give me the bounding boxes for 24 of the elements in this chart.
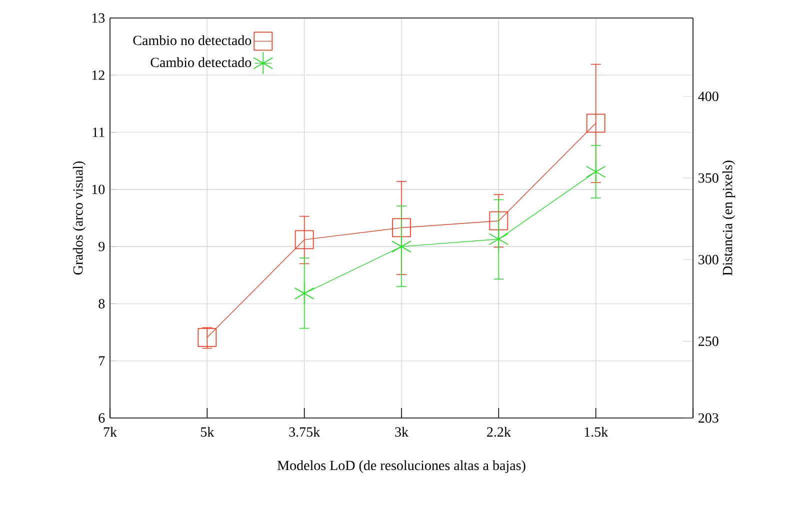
y-tick-label: 12: [92, 70, 104, 80]
y2-tick-label: 350: [698, 173, 718, 183]
y-tick-label: 9: [98, 242, 105, 252]
x-tick-label: 3k: [395, 426, 409, 437]
legend-label: Cambio no detectado: [133, 35, 252, 46]
y-tick-label: 6: [98, 413, 105, 423]
x-tick-label: 7k: [104, 426, 117, 437]
y2-tick-label: 300: [698, 254, 718, 264]
legend-label: Cambio detectado: [150, 57, 252, 68]
y-tick-label: 8: [98, 298, 105, 308]
y2-tick-label: 250: [698, 336, 718, 346]
y-axis-title: Grados (arco visual): [72, 161, 86, 275]
y-tick-label: 11: [92, 128, 104, 137]
x-tick-label: 3.75k: [289, 426, 320, 437]
x-tick-label: 1.5k: [584, 426, 608, 437]
x-tick-label: 5k: [200, 426, 214, 437]
y-tick-label: 10: [92, 184, 105, 194]
y-tick-label: 7: [99, 356, 105, 366]
x-tick-label: 2.2k: [487, 426, 511, 437]
y2-tick-label: 400: [698, 92, 718, 102]
y2-tick-label: 203: [698, 413, 718, 423]
y-tick-label: 13: [92, 13, 105, 23]
x-axis-title: Modelos LoD (de resoluciones altas a bajas): [278, 460, 526, 474]
y2-axis-title: Distancia (en pixels): [722, 160, 736, 276]
